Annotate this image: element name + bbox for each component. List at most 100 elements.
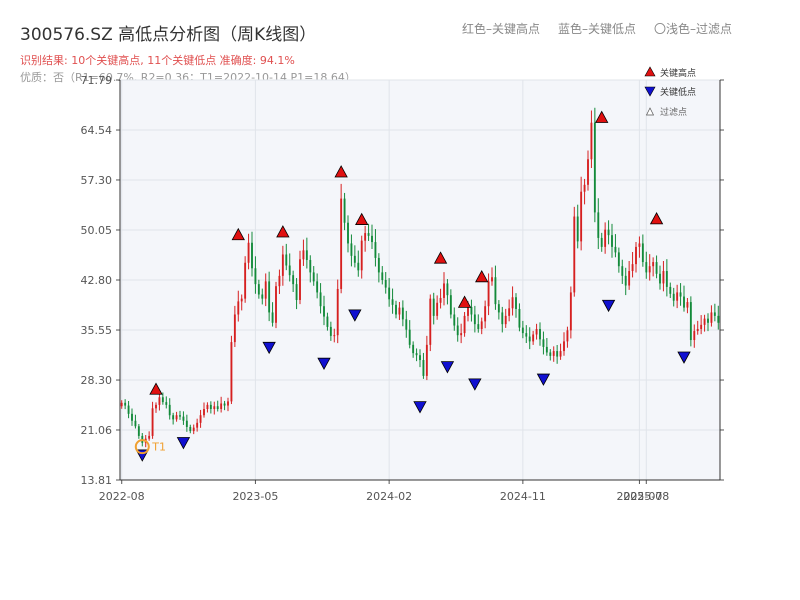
key-high-marker xyxy=(276,225,290,238)
key-low-marker xyxy=(468,378,482,391)
candle-body xyxy=(247,242,250,263)
candle-body xyxy=(494,277,497,305)
key-high-marker xyxy=(433,251,448,264)
candle-body xyxy=(127,405,130,414)
legend-low-label: 关键低点 xyxy=(660,86,696,98)
candle-body xyxy=(491,277,493,282)
candle-body xyxy=(539,328,541,340)
y-tick-label: 42.80 xyxy=(81,274,113,287)
candle-body xyxy=(542,339,545,347)
candle-body xyxy=(683,296,685,308)
y-tick-label: 28.30 xyxy=(81,374,113,387)
candle-body xyxy=(165,402,168,405)
candle-body xyxy=(401,307,404,320)
candle-body xyxy=(353,255,356,263)
candle-body xyxy=(412,344,415,354)
candle-body xyxy=(467,306,469,316)
candle-body xyxy=(422,360,425,376)
candle-body xyxy=(717,315,720,323)
candle-body xyxy=(566,330,569,342)
candle-body xyxy=(645,262,648,273)
legend-red-label: 红色–关键高点 xyxy=(462,22,541,36)
legend-blue-label: 蓝色–关键低点 xyxy=(558,22,637,36)
candle-body xyxy=(161,397,164,403)
candle-body xyxy=(343,198,346,223)
y-tick-label: 71.79 xyxy=(81,74,113,87)
key-high-marker xyxy=(595,110,609,123)
candle-body xyxy=(593,122,596,213)
candle-body xyxy=(696,328,699,332)
key-low-marker xyxy=(317,357,331,371)
candle-body xyxy=(713,312,716,316)
legend-filtered-label: 过滤点 xyxy=(660,106,687,118)
candle-body xyxy=(446,283,449,296)
candle-body xyxy=(515,297,517,309)
candle-body xyxy=(261,294,264,299)
candle-body xyxy=(710,312,713,323)
x-tick-label: 2025-08 xyxy=(623,490,669,503)
candle-body xyxy=(268,281,271,313)
key-high-marker xyxy=(334,165,348,178)
candle-body xyxy=(237,301,240,315)
key-low-marker xyxy=(536,373,551,386)
candle-body xyxy=(124,402,127,406)
candle-body xyxy=(436,302,439,316)
candle-body xyxy=(120,402,123,407)
candle-body xyxy=(398,307,401,315)
candle-body xyxy=(686,302,689,308)
candle-body xyxy=(302,250,305,260)
x-tick-label: 2022-08 xyxy=(99,490,145,503)
candle-body xyxy=(340,198,343,289)
y-tick-label: 13.81 xyxy=(81,474,113,487)
candle-body xyxy=(305,250,308,260)
key-low-marker xyxy=(601,299,616,313)
candle-body xyxy=(285,254,288,266)
candle-body xyxy=(425,344,428,376)
candle-body xyxy=(295,284,298,301)
candle-body xyxy=(288,265,291,276)
candle-body xyxy=(456,325,459,336)
candle-body xyxy=(631,264,634,272)
candle-body xyxy=(528,336,531,342)
candle-body xyxy=(700,324,703,329)
top-legend: 红色–关键高点 蓝色–关键低点 〇浅色–过滤点 xyxy=(462,20,750,38)
y-tick-label: 57.30 xyxy=(81,174,113,187)
candle-body xyxy=(151,408,154,436)
candle-body xyxy=(148,435,151,439)
candle-body xyxy=(556,351,559,357)
key-high-marker xyxy=(231,227,245,241)
candle-body xyxy=(641,243,644,263)
candle-body xyxy=(137,426,140,436)
y-tick-label: 64.54 xyxy=(81,124,113,137)
candle-body xyxy=(689,302,692,341)
candle-body xyxy=(611,235,613,247)
candle-body xyxy=(408,329,411,345)
key-high-marker xyxy=(457,295,472,308)
candle-body xyxy=(371,235,373,243)
x-tick-label: 2025-07 xyxy=(616,490,662,503)
candle-body xyxy=(477,324,480,329)
candle-body xyxy=(230,342,233,402)
candle-body xyxy=(333,335,336,337)
candle-body xyxy=(635,246,637,265)
candle-body xyxy=(590,122,593,160)
candle-body xyxy=(563,341,565,352)
candle-body xyxy=(470,306,473,315)
candle-body xyxy=(192,427,195,432)
candle-body xyxy=(429,298,432,345)
candle-body xyxy=(155,404,157,409)
candle-body xyxy=(172,415,175,420)
candle-body xyxy=(415,353,418,356)
candle-body xyxy=(199,415,202,423)
candle-body xyxy=(473,314,476,325)
key-low-marker xyxy=(262,341,276,355)
candle-body xyxy=(179,415,181,417)
candle-body xyxy=(384,280,387,288)
candle-body xyxy=(707,318,709,323)
candle-body xyxy=(323,306,325,317)
candle-body xyxy=(168,404,171,416)
candle-body xyxy=(669,286,672,294)
candle-body xyxy=(275,286,277,323)
candle-body xyxy=(497,304,500,313)
y-tick-label: 50.05 xyxy=(81,224,113,237)
